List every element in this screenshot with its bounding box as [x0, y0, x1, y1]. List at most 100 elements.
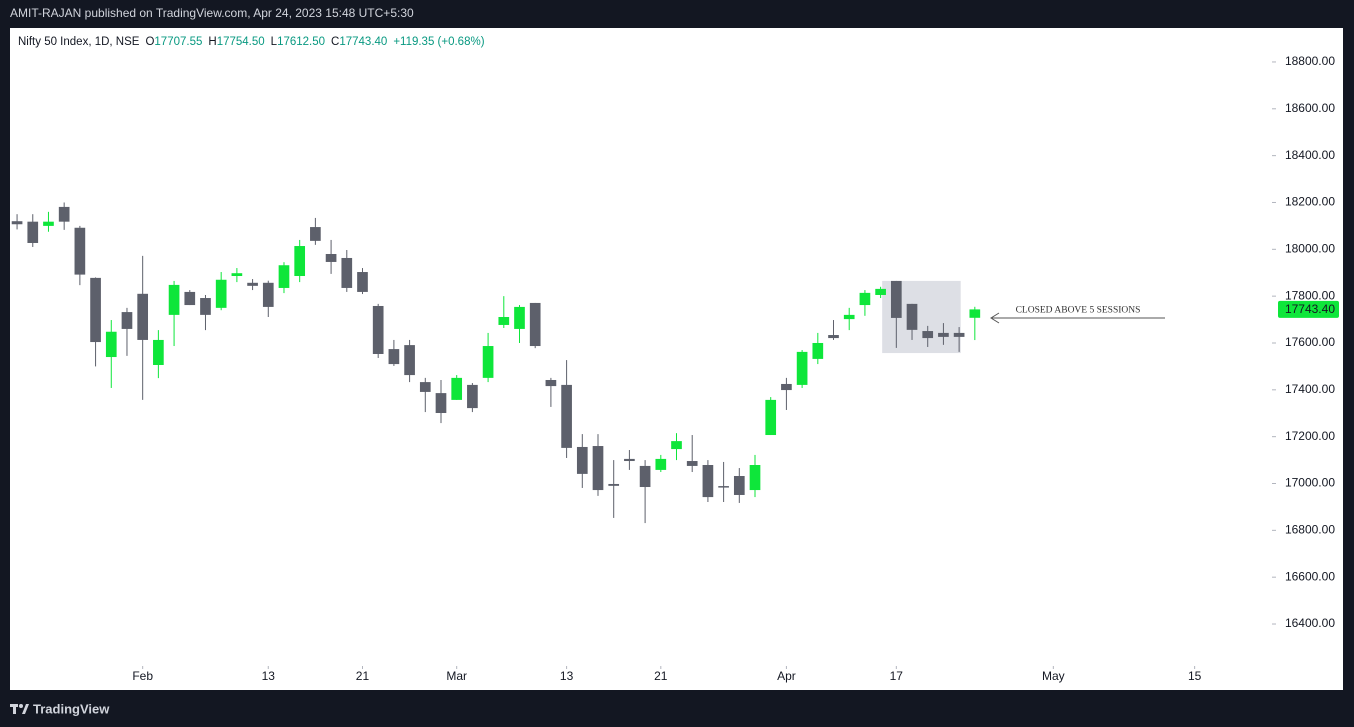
candle-body [796, 351, 808, 385]
x-tick-label: 15 [1188, 669, 1202, 683]
candle-body [278, 265, 290, 288]
candle-body [969, 309, 981, 318]
x-tick-label: 17 [890, 669, 904, 683]
candle-body [749, 465, 761, 491]
candle-body [875, 288, 886, 295]
x-tick-label: 13 [262, 669, 276, 683]
candle-body [357, 272, 368, 292]
tv-logo [10, 704, 29, 714]
candle-body [514, 306, 525, 329]
candle-body [184, 291, 196, 306]
legend-key: C [331, 36, 339, 48]
candle-body [765, 399, 777, 436]
y-tick-label: 17800.00 [1285, 288, 1335, 302]
y-tick-label: 18000.00 [1285, 241, 1335, 255]
candle-body [482, 346, 494, 378]
candle-body [828, 335, 839, 339]
y-tick-label: 18600.00 [1285, 101, 1335, 115]
legend-value: 17743.40 [339, 36, 387, 48]
candle-body [90, 277, 101, 343]
legend-key: H [208, 36, 216, 48]
candle-body [953, 332, 965, 337]
candle-body [529, 302, 541, 347]
y-tick-label: 17600.00 [1285, 335, 1335, 349]
x-tick-label: May [1042, 669, 1065, 683]
candle-body [247, 282, 258, 286]
candle-body [639, 465, 651, 488]
candle-body [58, 206, 70, 222]
y-tick-label: 17400.00 [1285, 382, 1335, 396]
x-tick-label: Feb [132, 669, 153, 683]
last-price-label: 17743.40 [1285, 302, 1335, 316]
candle-body [608, 483, 620, 486]
candle-body [922, 331, 934, 339]
candle-body [451, 377, 463, 400]
brand: TradingView [33, 701, 110, 716]
publisher: AMIT-RAJAN published on TradingView.com,… [10, 6, 414, 20]
candle-body [859, 292, 871, 306]
candle-body [341, 257, 353, 288]
legend-value: 17612.50 [277, 36, 325, 48]
candle-body [404, 345, 415, 376]
candle-body [105, 331, 117, 358]
candle-body [467, 384, 478, 409]
candle-body [781, 383, 792, 391]
candle-body [11, 221, 23, 225]
legend-key: O [145, 36, 154, 48]
candle-body [43, 221, 54, 226]
candle-body [498, 316, 510, 325]
candle-body [200, 298, 211, 315]
candle-body [325, 253, 337, 262]
y-tick-label: 16800.00 [1285, 523, 1335, 537]
y-tick-label: 17200.00 [1285, 429, 1335, 443]
y-tick-label: 18800.00 [1285, 54, 1335, 68]
candle-body [843, 314, 855, 320]
candle-body [702, 465, 714, 498]
x-tick-label: Mar [446, 669, 467, 683]
candle-body [576, 446, 588, 474]
legend-symbol: Nifty 50 Index, 1D, NSE [18, 36, 140, 48]
candle-body [372, 305, 384, 354]
candle-body [812, 342, 824, 359]
legend-change: +119.35 (+0.68%) [393, 36, 484, 48]
candle-body [168, 284, 180, 315]
candle-body [545, 379, 557, 387]
y-tick-label: 16600.00 [1285, 569, 1335, 583]
x-tick-label: 13 [560, 669, 574, 683]
candle-body [435, 393, 447, 414]
candle-body [231, 273, 243, 277]
y-tick-label: 16400.00 [1285, 616, 1335, 630]
candle-body [153, 339, 164, 366]
candle-body [655, 458, 667, 470]
candle-body [262, 282, 274, 307]
candle-body [906, 303, 918, 330]
candle-body [561, 384, 572, 448]
legend-value: 17707.55 [154, 36, 202, 48]
candle-body [215, 279, 227, 308]
candle-body [419, 382, 431, 392]
candle-body [733, 476, 745, 495]
candle-body [310, 227, 321, 241]
chart-area [10, 28, 1343, 690]
candle-body [388, 349, 400, 365]
candle-body [294, 246, 306, 277]
candle-body [121, 312, 133, 329]
candle-body [671, 441, 682, 450]
y-tick-label: 18400.00 [1285, 148, 1335, 162]
legend-value: 17754.50 [217, 36, 265, 48]
candle-body [938, 332, 949, 337]
candle-body [624, 458, 635, 462]
candle-body [27, 221, 39, 243]
x-tick-label: 21 [356, 669, 370, 683]
x-tick-label: 21 [654, 669, 668, 683]
annotation-arrow [990, 312, 1165, 324]
candle-body [718, 486, 729, 488]
candle-body [890, 280, 902, 318]
candle-body [74, 227, 86, 275]
y-tick-label: 18200.00 [1285, 195, 1335, 209]
plot: 16400.00 16600.00 16800.00 17000.00 17200.00… [11, 54, 1339, 683]
candle-body [592, 446, 604, 491]
candle-body [137, 293, 149, 340]
